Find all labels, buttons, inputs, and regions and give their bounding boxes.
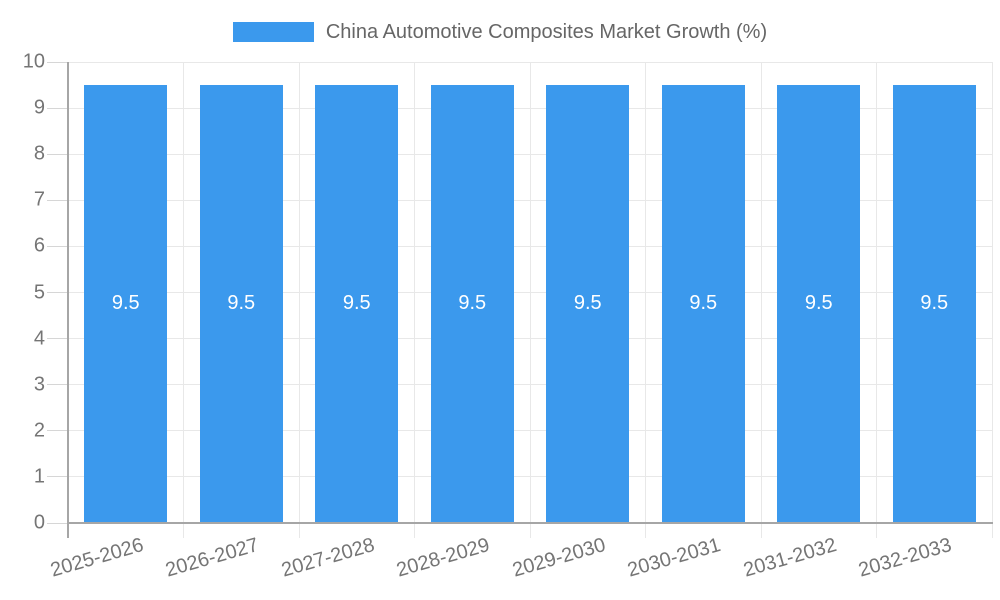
x-axis-tick-label: 2028-2029 xyxy=(394,534,493,582)
bar-2027-2028[interactable]: 9.5 xyxy=(315,85,399,523)
x-axis-tick-label: 2032-2033 xyxy=(856,534,955,582)
y-axis-tick-label: 2 xyxy=(33,419,45,442)
y-axis-tick-label: 1 xyxy=(33,465,45,488)
bar-value-label: 9.5 xyxy=(227,292,256,315)
bar-2028-2029[interactable]: 9.5 xyxy=(430,85,514,523)
bar-value-label: 9.5 xyxy=(458,292,487,315)
y-axis-line xyxy=(67,62,69,538)
x-gridline xyxy=(298,62,300,538)
bar-2032-2033[interactable]: 9.5 xyxy=(892,85,976,523)
x-gridline xyxy=(760,62,762,538)
y-axis-tick xyxy=(47,153,68,155)
x-axis-tick-label: 2030-2031 xyxy=(625,534,724,582)
bar-2025-2026[interactable]: 9.5 xyxy=(84,85,168,523)
y-axis-tick-label: 3 xyxy=(33,373,45,396)
bar-value-label: 9.5 xyxy=(804,292,833,315)
y-axis-tick xyxy=(47,476,68,478)
y-axis-tick-label: 4 xyxy=(33,327,45,350)
bar-value-label: 9.5 xyxy=(920,292,949,315)
bar-2026-2027[interactable]: 9.5 xyxy=(199,85,283,523)
x-gridline xyxy=(991,62,993,538)
y-axis-tick xyxy=(47,199,68,201)
y-axis-tick-label: 10 xyxy=(22,50,45,73)
x-axis-tick-label: 2031-2032 xyxy=(740,534,839,582)
y-axis-tick-label: 8 xyxy=(33,142,45,165)
y-axis-tick-label: 9 xyxy=(33,96,45,119)
bar-2030-2031[interactable]: 9.5 xyxy=(661,85,745,523)
x-axis-tick-label: 2027-2028 xyxy=(278,534,377,582)
y-axis-tick xyxy=(47,522,68,524)
y-axis-tick xyxy=(47,430,68,432)
y-axis-tick xyxy=(47,245,68,247)
chart-legend[interactable]: China Automotive Composites Market Growt… xyxy=(0,20,1000,44)
bar-value-label: 9.5 xyxy=(342,292,371,315)
y-axis-tick xyxy=(47,384,68,386)
bar-value-label: 9.5 xyxy=(111,292,140,315)
y-axis-tick xyxy=(47,61,68,63)
bar-value-label: 9.5 xyxy=(689,292,718,315)
x-axis-tick-label: 2026-2027 xyxy=(163,534,262,582)
y-axis-tick-label: 6 xyxy=(33,234,45,257)
bar-2031-2032[interactable]: 9.5 xyxy=(777,85,861,523)
x-gridline xyxy=(876,62,877,538)
y-axis-tick-label: 7 xyxy=(33,188,45,211)
y-axis-tick xyxy=(47,292,68,293)
bar-2029-2030[interactable]: 9.5 xyxy=(546,85,630,523)
x-gridline xyxy=(183,62,184,538)
x-axis-tick-label: 2025-2026 xyxy=(47,534,146,582)
legend-swatch xyxy=(232,22,314,42)
y-axis-tick-label: 0 xyxy=(33,511,45,534)
x-gridline xyxy=(529,62,531,538)
y-axis-tick xyxy=(47,107,68,109)
x-axis-line xyxy=(67,522,993,524)
x-gridline xyxy=(414,62,415,538)
x-gridline xyxy=(645,62,646,538)
bar-value-label: 9.5 xyxy=(573,292,602,315)
x-axis-tick-label: 2029-2030 xyxy=(509,534,608,582)
y-axis-tick xyxy=(47,338,68,340)
y-axis-tick-label: 5 xyxy=(33,281,45,303)
legend-label: China Automotive Composites Market Growt… xyxy=(325,21,768,43)
